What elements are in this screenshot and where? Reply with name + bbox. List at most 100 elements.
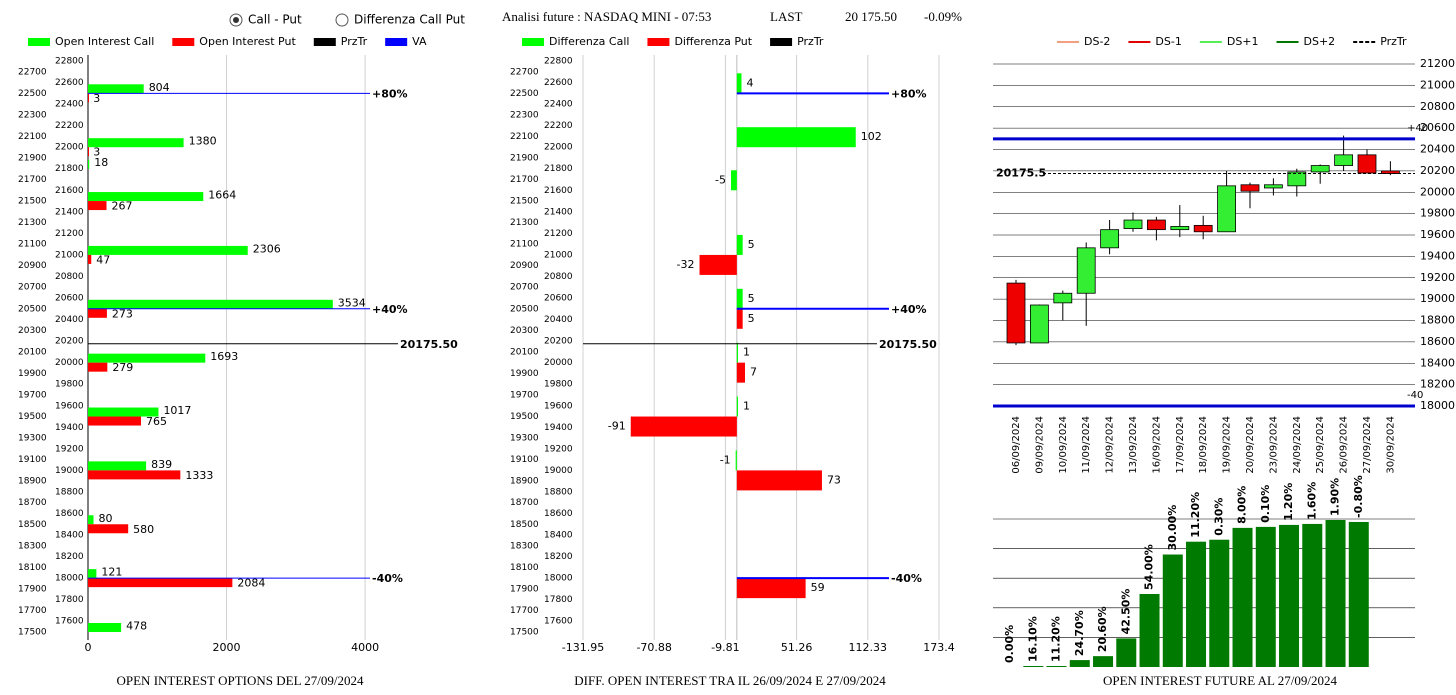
value-label: 4	[747, 76, 754, 89]
y-tick-label: 18800	[544, 487, 573, 497]
y-tick-label: 18600	[55, 509, 84, 519]
x-tick-label: 30/09/2024	[1385, 416, 1396, 474]
y-tick-label: 18000	[544, 574, 573, 584]
y-tick-label: 19700	[18, 390, 47, 400]
value-label: 839	[151, 458, 172, 471]
header-title: Analisi future : NASDAQ MINI - 07:53	[502, 9, 711, 24]
bar	[88, 524, 129, 534]
candle-body	[1076, 247, 1096, 294]
value-label: 3	[93, 92, 100, 105]
bar	[736, 362, 745, 383]
bar-label: -0.80%	[1352, 475, 1365, 518]
x-tick-label: 0	[85, 641, 92, 654]
candle-body	[1357, 154, 1377, 174]
y-tick-label: 20100	[18, 347, 47, 357]
legend-label: Differenza Put	[674, 35, 752, 48]
y-tick-label: 21700	[510, 175, 539, 185]
radio-label[interactable]: Differenza Call Put	[354, 13, 465, 27]
y-tick-label: 19500	[18, 412, 47, 422]
legend-swatch	[770, 38, 793, 46]
bar	[1069, 660, 1090, 667]
y-tick-label: 21400	[55, 207, 84, 217]
x-tick-label: 26/09/2024	[1339, 416, 1350, 474]
bar	[88, 138, 184, 148]
bar	[88, 461, 147, 471]
x-tick-label: 173.4	[923, 641, 955, 654]
value-label: -1	[720, 453, 731, 466]
y-tick-label: 20600	[1420, 121, 1455, 134]
level-label: -40%	[372, 572, 403, 585]
level-label: -40	[1407, 390, 1423, 401]
candle-body	[1123, 219, 1143, 229]
price-label: 20175.5	[996, 166, 1046, 179]
y-tick-label: 21200	[55, 229, 84, 239]
y-tick-label: 20900	[510, 261, 539, 271]
bar-label: 8.00%	[1236, 486, 1249, 524]
x-tick-label: -131.95	[562, 641, 604, 654]
legend-label: DS-2	[1084, 35, 1110, 48]
candle-body	[1053, 292, 1073, 304]
y-tick-label: 18200	[544, 552, 573, 562]
bar-label: 0.00%	[1003, 625, 1016, 663]
bar	[88, 192, 204, 202]
candle-body	[1030, 304, 1049, 344]
y-tick-label: 22800	[544, 57, 573, 67]
y-tick-label: 18400	[544, 531, 573, 541]
y-tick-label: 19800	[1420, 207, 1455, 220]
y-tick-label: 18700	[18, 498, 47, 508]
value-label: 804	[149, 81, 170, 94]
bar	[699, 254, 737, 275]
bar	[736, 470, 822, 491]
y-tick-label: 22500	[510, 89, 539, 99]
x-tick-label: 06/09/2024	[1011, 416, 1022, 474]
bar	[736, 73, 742, 94]
y-tick-label: 21600	[55, 186, 84, 196]
value-label: 5	[748, 238, 755, 251]
bar	[630, 416, 737, 437]
y-tick-label: 19500	[510, 412, 539, 422]
y-tick-label: 22000	[544, 143, 573, 153]
candle-body	[1287, 171, 1307, 187]
y-tick-label: 21000	[55, 250, 84, 260]
radio[interactable]	[335, 13, 349, 27]
value-label: 5	[748, 292, 755, 305]
value-label: 267	[111, 200, 132, 213]
candle-body	[1240, 184, 1260, 192]
x-tick-label: 23/09/2024	[1268, 416, 1279, 474]
value-label: 73	[827, 473, 841, 486]
y-tick-label: 22100	[18, 132, 47, 142]
bar	[88, 254, 92, 264]
x-tick-label: 11/09/2024	[1081, 416, 1092, 474]
y-tick-label: 20000	[544, 358, 573, 368]
y-tick-label: 22700	[18, 67, 47, 77]
bar	[1046, 666, 1067, 667]
y-tick-label: 21300	[18, 218, 47, 228]
y-tick-label: 19600	[1420, 228, 1455, 241]
value-label: -32	[677, 258, 695, 271]
y-tick-label: 19600	[544, 401, 573, 411]
value-label: 59	[811, 581, 825, 594]
y-tick-label: 19900	[18, 369, 47, 379]
bar-label: 24.70%	[1073, 610, 1086, 656]
x-tick-label: 18/09/2024	[1198, 416, 1209, 474]
radio-label[interactable]: Call - Put	[248, 13, 302, 27]
x-tick-label: 12/09/2024	[1105, 416, 1116, 474]
value-label: 80	[99, 512, 113, 525]
bar	[88, 299, 333, 309]
x-tick-label: 09/09/2024	[1034, 416, 1045, 474]
value-label: 273	[112, 307, 133, 320]
y-tick-label: 21400	[544, 207, 573, 217]
value-label: 765	[146, 415, 167, 428]
y-tick-label: 22000	[55, 143, 84, 153]
y-tick-label: 21800	[544, 164, 573, 174]
chart-title: OPEN INTEREST OPTIONS DEL 27/09/2024	[117, 673, 365, 688]
candle-body	[1334, 154, 1353, 166]
price-label: 20175.50	[879, 338, 937, 351]
bar	[88, 623, 122, 632]
radio-dot	[233, 17, 239, 23]
bar	[88, 407, 159, 417]
y-tick-label: 19300	[510, 434, 539, 444]
y-tick-label: 18500	[18, 520, 47, 530]
chart-title: OPEN INTEREST FUTURE AL 27/09/2024	[1103, 673, 1338, 688]
value-label: -91	[608, 420, 626, 433]
